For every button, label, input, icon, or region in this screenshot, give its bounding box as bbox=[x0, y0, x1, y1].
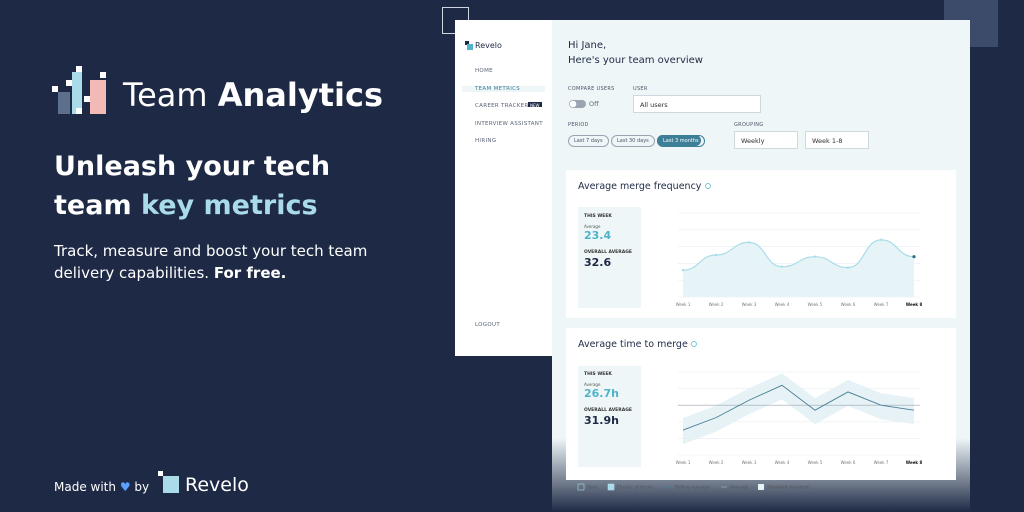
app-brand: Revelo bbox=[475, 41, 502, 50]
label: GROUPING bbox=[734, 122, 764, 128]
stat-label: OVERALL AVERAGE bbox=[584, 249, 632, 255]
stat-value: 32.6 bbox=[584, 256, 611, 269]
user-select[interactable]: All users bbox=[633, 95, 761, 113]
footer-logo bbox=[158, 471, 179, 493]
logo-text: Team Analytics bbox=[123, 76, 383, 114]
stat-label: THIS WEEK bbox=[584, 213, 612, 219]
std-band bbox=[683, 373, 914, 445]
legend-swatch bbox=[577, 483, 585, 491]
label: PERIOD bbox=[568, 122, 589, 128]
stat-label: OVERALL AVERAGE bbox=[584, 407, 632, 413]
logo-icon bbox=[52, 66, 106, 114]
greeting: Hi Jane, bbox=[568, 40, 607, 51]
x-tick-label: Week 2 bbox=[709, 460, 724, 465]
x-tick-label: Week 1 bbox=[676, 302, 691, 307]
toggle-label: Off bbox=[589, 100, 599, 108]
stat-label: THIS WEEK bbox=[584, 371, 612, 377]
x-tick-label: Week 5 bbox=[808, 460, 823, 465]
stat-label: Average bbox=[584, 224, 601, 229]
footer-text: Made with ♥ by bbox=[54, 480, 150, 494]
x-tick-label: Week 7 bbox=[874, 302, 889, 307]
legend-swatch bbox=[758, 484, 764, 490]
x-tick-label: Week 3 bbox=[742, 302, 757, 307]
legend-swatch bbox=[607, 483, 615, 491]
body-text: Track, measure and boost your tech team bbox=[54, 242, 368, 260]
stat-value: 26.7h bbox=[584, 387, 619, 400]
footer-brand: Revelo bbox=[185, 474, 249, 496]
x-tick-label: Week 3 bbox=[742, 460, 757, 465]
legend-label: Standard deviation bbox=[767, 485, 810, 491]
grouping-select[interactable]: Weekly bbox=[734, 131, 798, 149]
point bbox=[780, 265, 784, 268]
headline: Unleash your tech bbox=[54, 151, 331, 182]
grouping-select[interactable]: Week 1-8 bbox=[805, 131, 869, 149]
point bbox=[747, 241, 751, 244]
x-tick-label: Week 8 bbox=[906, 460, 923, 465]
x-tick-label: Week 8 bbox=[906, 302, 923, 307]
legend-label: Rolling average bbox=[675, 485, 710, 491]
x-tick-label: Week 5 bbox=[808, 302, 823, 307]
sidebar bbox=[455, 20, 552, 356]
logout[interactable]: LOGOUT bbox=[475, 322, 500, 328]
x-tick-label: Week 4 bbox=[775, 460, 790, 465]
stat-value: 23.4 bbox=[584, 229, 611, 242]
nav-item[interactable]: TEAM METRICS bbox=[462, 85, 545, 92]
point bbox=[813, 255, 817, 258]
period-option[interactable]: Last 7 days bbox=[568, 135, 609, 147]
x-tick-label: Week 6 bbox=[841, 460, 856, 465]
period-option[interactable]: Last 3 months bbox=[657, 135, 705, 147]
info-icon bbox=[691, 341, 697, 347]
body-text: delivery capabilities. For free. bbox=[54, 264, 287, 282]
label: COMPARE USERS bbox=[568, 86, 615, 92]
stats-box bbox=[578, 207, 641, 308]
legend-label: Item bbox=[587, 485, 597, 491]
nav-item[interactable]: HIRING bbox=[475, 138, 497, 145]
point bbox=[912, 255, 916, 259]
info-icon bbox=[705, 183, 711, 189]
x-tick-label: Week 7 bbox=[874, 460, 889, 465]
nav-item[interactable]: HOME bbox=[475, 68, 493, 74]
legend-label: Average bbox=[730, 485, 749, 491]
line bbox=[682, 239, 915, 271]
x-tick-label: Week 2 bbox=[709, 302, 724, 307]
chart-title: Average time to merge bbox=[578, 339, 688, 350]
stats-box bbox=[578, 366, 641, 467]
period-active[interactable] bbox=[657, 135, 701, 146]
x-tick-label: Week 1 bbox=[676, 460, 691, 465]
stat-value: 31.9h bbox=[584, 414, 619, 427]
period-option[interactable]: Last 30 days bbox=[611, 135, 655, 147]
point bbox=[846, 266, 850, 269]
label: USER bbox=[633, 86, 648, 92]
subtitle: Here's your team overview bbox=[568, 55, 703, 66]
new-badge: NEW bbox=[530, 102, 540, 108]
line bbox=[682, 384, 915, 431]
nav-item[interactable]: CAREER TRACKER bbox=[475, 103, 529, 110]
point bbox=[879, 238, 883, 242]
chart-title: Average merge frequency bbox=[578, 181, 702, 192]
new-badge-bg bbox=[528, 102, 542, 107]
area bbox=[683, 239, 914, 297]
legend-label: Cluster of items bbox=[617, 485, 653, 491]
point bbox=[681, 268, 685, 272]
stat-label: Average bbox=[584, 382, 601, 387]
nav-item[interactable]: INTERVIEW ASSISTANT bbox=[475, 120, 543, 127]
x-tick-label: Week 6 bbox=[841, 302, 856, 307]
x-tick-label: Week 4 bbox=[775, 302, 790, 307]
point bbox=[714, 253, 718, 257]
headline: team key metrics bbox=[54, 190, 318, 221]
